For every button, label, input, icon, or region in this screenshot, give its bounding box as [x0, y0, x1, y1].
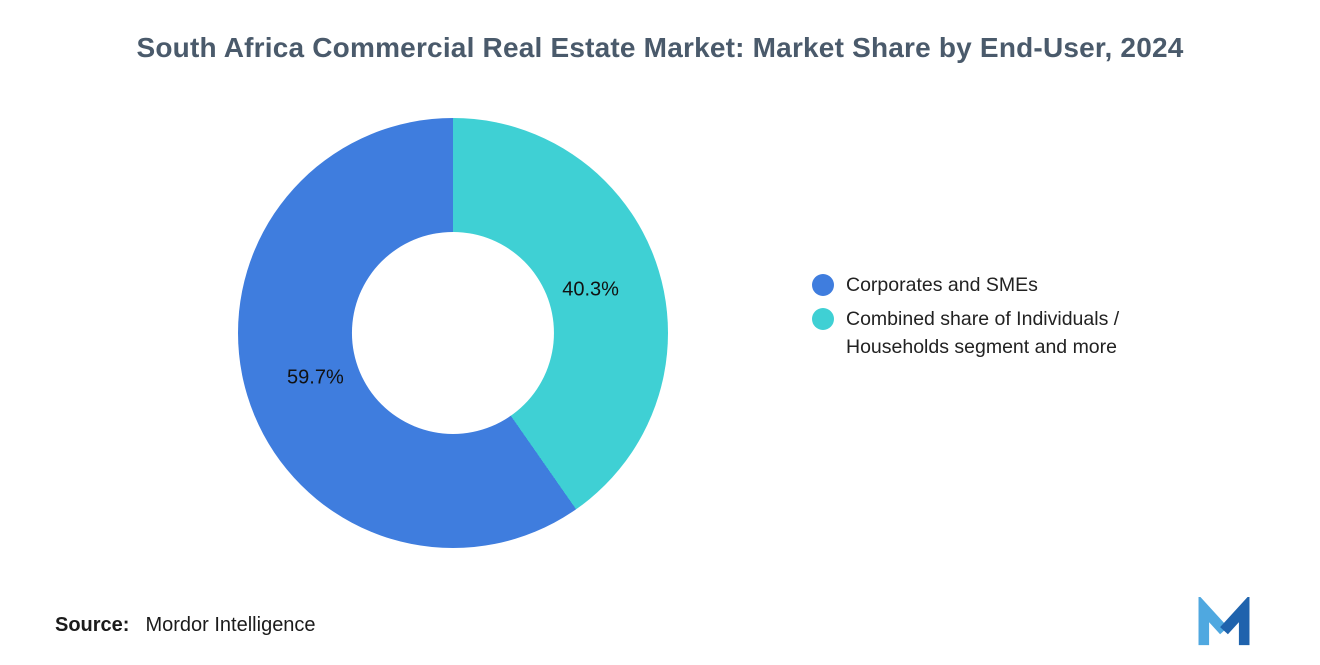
mordor-intelligence-logo — [1196, 594, 1252, 647]
donut-chart: 59.7% 40.3% — [238, 118, 668, 548]
donut-hole — [351, 231, 555, 435]
legend-label-individuals: Combined share of Individuals / Househol… — [846, 308, 1120, 358]
logo-left-stroke — [1198, 594, 1228, 646]
legend: Corporates and SMEs Combined share of In… — [812, 271, 1157, 361]
source-prefix: Source: — [55, 614, 130, 636]
legend-dot-corporates-icon — [812, 274, 834, 296]
legend-item-individuals: Combined share of Individuals / Househol… — [812, 305, 1157, 361]
source-line: Source: Mordor Intelligence — [55, 614, 316, 637]
mordor-logo-svg — [1198, 594, 1250, 646]
logo-right-stroke — [1220, 594, 1250, 646]
source-name: Mordor Intelligence — [145, 614, 316, 636]
chart-title: South Africa Commercial Real Estate Mark… — [136, 32, 1184, 63]
legend-label-corporates: Corporates and SMEs — [846, 274, 1038, 296]
legend-dot-individuals-icon — [812, 308, 834, 330]
slice-value-label-individuals: 40.3% — [562, 278, 619, 301]
slice-value-label-corporates: 59.7% — [287, 366, 344, 389]
legend-item-corporates: Corporates and SMEs — [812, 271, 1157, 299]
